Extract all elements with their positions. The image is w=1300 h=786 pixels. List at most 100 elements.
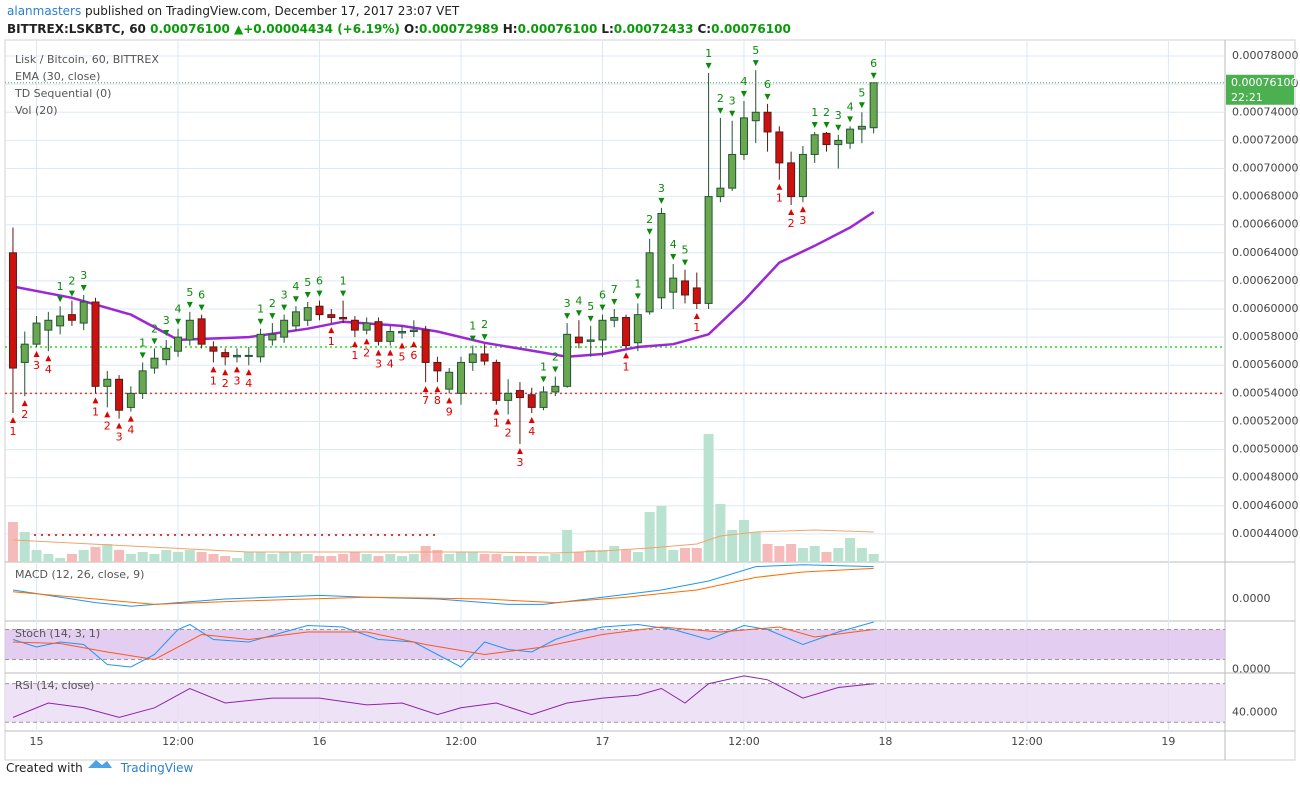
td-label: 1: [92, 405, 99, 418]
candle-body: [44, 319, 53, 331]
td-arrow: [528, 417, 535, 424]
td-arrow: [493, 408, 500, 415]
td-label: 1: [634, 277, 641, 290]
volume-bar: [43, 554, 54, 562]
volume-bar: [503, 556, 514, 562]
td-label: 2: [269, 297, 276, 310]
last-price-box: [1226, 74, 1294, 105]
td-label: 4: [45, 363, 52, 376]
td-label: 6: [198, 289, 205, 302]
volume-bar: [432, 550, 443, 562]
td-label: 3: [729, 95, 736, 108]
candle-body: [775, 131, 784, 164]
volume-bar: [550, 554, 561, 562]
td-label: 1: [328, 335, 335, 348]
td-arrow: [186, 301, 193, 308]
ohlc-key: H:: [502, 22, 518, 36]
volume-bar: [691, 548, 702, 562]
candle-body: [197, 318, 206, 345]
volume-bar: [526, 556, 537, 562]
td-label: 7: [422, 394, 429, 407]
footer: Created with TradingView: [6, 761, 193, 775]
td-arrow: [611, 299, 618, 306]
td-label: 2: [552, 350, 559, 363]
volume-bar: [125, 554, 136, 562]
td-arrow: [68, 290, 75, 297]
td-arrow: [469, 335, 476, 342]
td-label: 1: [811, 106, 818, 119]
y-tick-label: 0.00048000: [1232, 471, 1298, 484]
x-tick-label: 16: [313, 735, 327, 748]
legend-entry: Vol (20): [15, 104, 58, 117]
candle-body: [150, 357, 159, 369]
td-label: 2: [104, 419, 111, 432]
td-arrow: [481, 334, 488, 341]
candle-body: [362, 322, 371, 331]
volume-bar: [173, 552, 184, 562]
candle-body: [822, 132, 831, 146]
ohlc-value: 0.00072989: [419, 22, 499, 36]
candle-body: [445, 371, 454, 390]
td-arrow: [328, 327, 335, 334]
volume-bar: [868, 554, 879, 562]
y-tick-label: 0.00072000: [1232, 133, 1298, 146]
td-label: 6: [764, 78, 771, 91]
pane-title: Stoch (14, 3, 1): [15, 627, 100, 640]
y-tick-label: 0.00064000: [1232, 246, 1298, 259]
volume-bar: [19, 532, 30, 562]
td-label: 1: [493, 417, 500, 430]
volume-bar: [845, 538, 856, 562]
td-arrow: [752, 60, 759, 67]
candle-body: [244, 354, 253, 357]
td-label: 2: [151, 322, 158, 335]
pane-title: RSI (14, close): [15, 679, 94, 692]
td-label: 1: [776, 192, 783, 205]
candle-body: [209, 346, 218, 352]
volume-bar: [243, 552, 254, 562]
td-label: 2: [222, 377, 229, 390]
ohlc: O:0.00072989 H:0.00076100 L:0.00072433 C:0.…: [404, 22, 795, 36]
candle-body: [468, 353, 477, 363]
ohlc-value: 0.00076100: [711, 22, 791, 36]
candle-body: [645, 252, 654, 313]
volume-bar: [326, 556, 337, 562]
td-label: 6: [410, 349, 417, 362]
candle-body: [657, 212, 666, 299]
volume-bar: [385, 554, 396, 562]
candle-body: [515, 390, 524, 399]
y-tick-label: 0.00044000: [1232, 527, 1298, 540]
td-label: 1: [540, 360, 547, 373]
x-tick-label: 12:00: [445, 735, 477, 748]
td-label: 5: [858, 86, 865, 99]
td-label: 3: [163, 314, 170, 327]
td-label: 4: [670, 238, 677, 251]
candle-body: [280, 319, 289, 338]
ohlc-value: 0.00072433: [613, 22, 694, 36]
volume-bar: [55, 558, 66, 562]
volume-bar: [491, 554, 502, 562]
volume-bar: [314, 556, 325, 562]
candle-body: [574, 336, 583, 344]
candle-body: [20, 343, 29, 363]
candle-body: [692, 287, 701, 304]
td-arrow: [646, 228, 653, 235]
legend-entry: EMA (30, close): [15, 70, 100, 83]
candle-body: [480, 353, 489, 362]
y-tick-label: 0.00050000: [1232, 443, 1298, 456]
td-arrow: [210, 366, 217, 373]
td-arrow: [623, 352, 630, 359]
volume-bar: [786, 544, 797, 562]
td-arrow: [316, 290, 323, 297]
td-arrow: [9, 417, 16, 424]
candle-body: [763, 111, 772, 133]
ohlc-key: O:: [404, 22, 420, 36]
x-tick-label: 12:00: [162, 735, 194, 748]
volume-bar: [102, 544, 113, 562]
x-tick-label: 19: [1161, 735, 1175, 748]
volume-bar: [397, 556, 408, 562]
candle-body: [504, 392, 513, 401]
td-arrow: [858, 102, 865, 109]
td-arrow: [257, 318, 264, 325]
volume-bar: [680, 548, 691, 562]
td-arrow: [127, 415, 134, 422]
